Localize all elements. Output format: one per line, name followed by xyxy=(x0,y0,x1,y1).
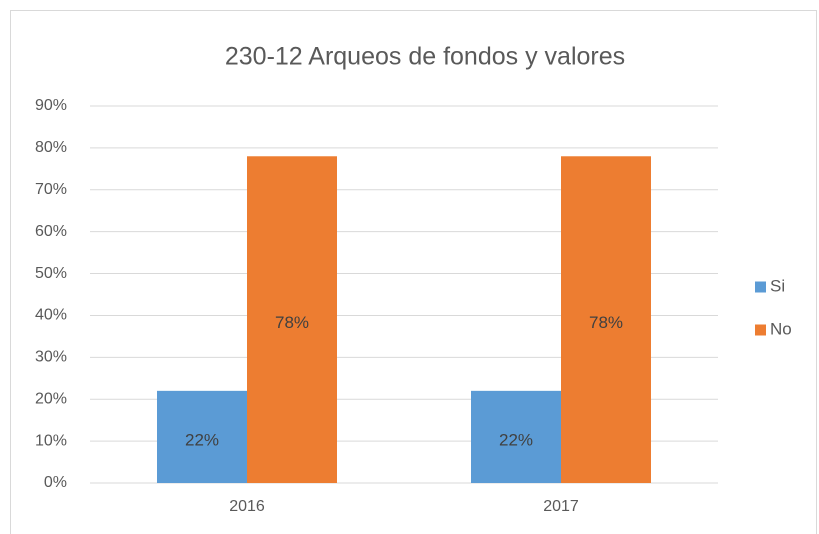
bar xyxy=(247,156,337,483)
bar xyxy=(157,390,247,483)
legend-swatch xyxy=(755,281,766,293)
data-label: 22% xyxy=(499,430,533,449)
data-label: 78% xyxy=(589,313,623,332)
y-tick-label: 40% xyxy=(35,307,67,324)
y-tick-label: 90% xyxy=(35,97,67,114)
y-tick-label: 30% xyxy=(35,349,67,366)
y-tick-label: 20% xyxy=(35,390,67,407)
bar xyxy=(561,156,651,483)
legend-label: Si xyxy=(770,276,785,295)
legend-label: No xyxy=(770,319,792,338)
bar xyxy=(471,390,561,483)
y-tick-label: 70% xyxy=(35,181,67,198)
x-tick-label: 2017 xyxy=(543,498,579,515)
data-label: 78% xyxy=(275,313,309,332)
chart-title: 230-12 Arqueos de fondos y valores xyxy=(225,43,625,71)
chart-frame xyxy=(10,10,817,534)
x-tick-label: 2016 xyxy=(229,498,265,515)
legend-swatch xyxy=(755,324,766,336)
y-tick-label: 80% xyxy=(35,139,67,156)
y-tick-label: 50% xyxy=(35,265,67,282)
y-tick-label: 0% xyxy=(44,474,67,491)
y-tick-label: 10% xyxy=(35,432,67,449)
data-label: 22% xyxy=(185,430,219,449)
y-tick-label: 60% xyxy=(35,223,67,240)
